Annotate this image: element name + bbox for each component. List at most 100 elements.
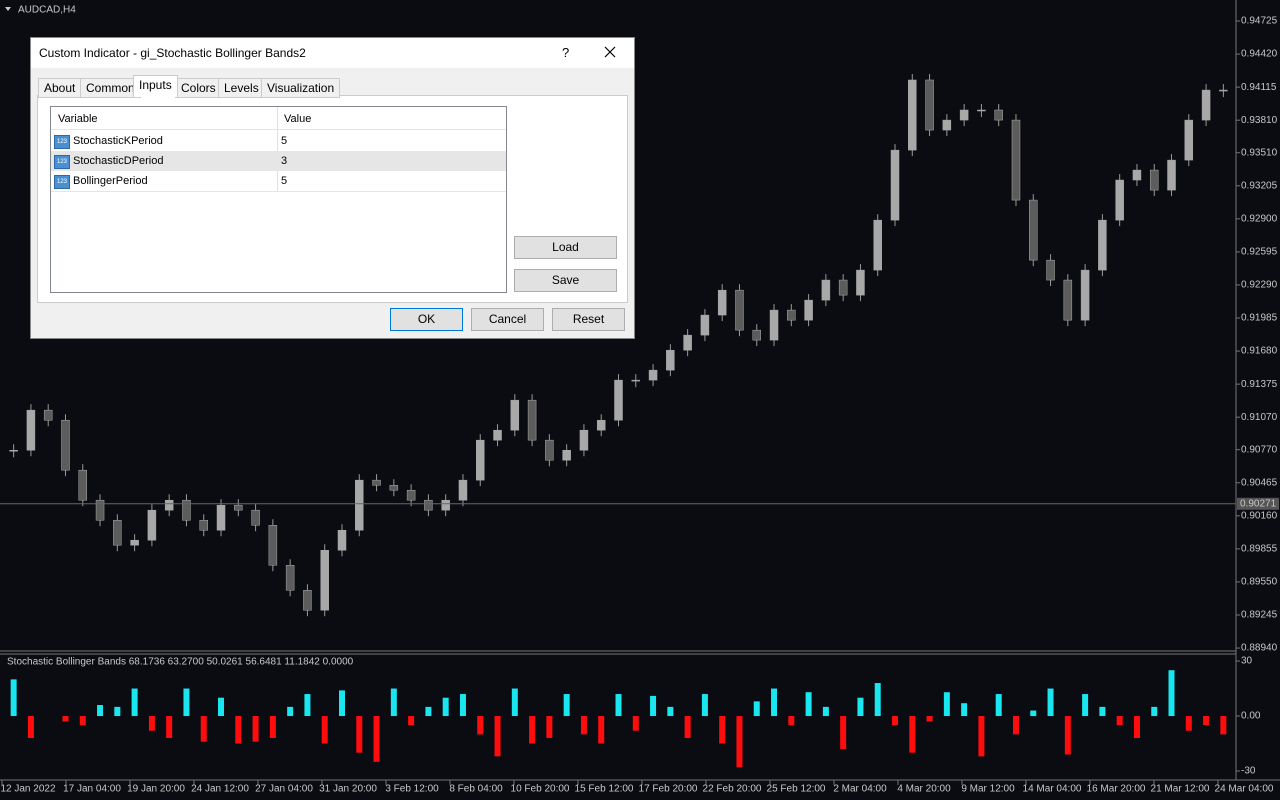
candle	[1029, 199, 1038, 261]
tab[interactable]: Levels	[218, 78, 265, 98]
y-tick-label: 0.89550	[1241, 577, 1278, 588]
y-tick-label: 30	[1241, 656, 1253, 667]
y-tick-label: 0.93810	[1241, 115, 1278, 126]
x-tick-label: 24 Mar 04:00	[1215, 784, 1274, 795]
candle	[700, 314, 710, 336]
histogram-bar	[857, 697, 864, 717]
candle	[1219, 89, 1228, 92]
histogram-bar	[874, 683, 881, 717]
candle	[1063, 279, 1073, 321]
x-tick-label: 27 Jan 04:00	[255, 784, 313, 795]
histogram-bar	[459, 694, 466, 717]
value-cell[interactable]: 5	[281, 135, 288, 147]
candle	[545, 439, 554, 461]
y-tick-label: 0.88940	[1241, 643, 1278, 654]
candle	[147, 509, 157, 541]
histogram-bar	[200, 716, 207, 742]
histogram-bar	[1099, 706, 1106, 717]
histogram-bar	[356, 716, 363, 753]
histogram-bar	[183, 688, 190, 717]
candle	[113, 520, 122, 546]
histogram-bar	[1185, 716, 1192, 731]
value-cell[interactable]: 3	[281, 155, 288, 167]
histogram-bar	[27, 716, 34, 739]
close-button[interactable]	[604, 46, 616, 58]
tab-active[interactable]: Inputs	[133, 75, 178, 97]
candle	[890, 149, 900, 221]
candle	[95, 499, 105, 521]
histogram-bar	[252, 716, 259, 742]
histogram-bar	[615, 694, 622, 717]
y-tick-label: 0.92290	[1241, 280, 1278, 291]
histogram-bar	[131, 688, 138, 717]
histogram-bar	[321, 716, 328, 744]
candle	[9, 449, 18, 452]
candle	[1201, 89, 1211, 121]
cancel-button[interactable]: Cancel	[471, 308, 544, 331]
histogram-bar	[701, 694, 708, 717]
candle	[735, 289, 744, 331]
candle	[441, 499, 450, 511]
symbol-arrow	[5, 7, 11, 11]
reset-button[interactable]: Reset	[552, 308, 625, 331]
candle	[216, 504, 226, 531]
int-icon: 123	[54, 155, 70, 169]
value-cell[interactable]: 5	[281, 175, 288, 187]
y-tick-label: 0.91070	[1241, 412, 1278, 423]
histogram-bar	[442, 697, 449, 717]
x-tick-label: 17 Jan 04:00	[63, 784, 121, 795]
y-tick-label: 0.90770	[1241, 444, 1278, 455]
histogram-bar	[10, 679, 17, 717]
histogram-bar	[736, 716, 743, 768]
candle	[1132, 169, 1142, 181]
tab[interactable]: Colors	[175, 78, 222, 98]
y-tick-label: 0.90465	[1241, 477, 1278, 488]
candle	[666, 349, 675, 371]
ok-button[interactable]: OK	[390, 308, 463, 331]
candle	[1149, 169, 1159, 191]
candle	[942, 119, 952, 131]
candle	[303, 590, 312, 611]
tab[interactable]: Visualization	[261, 78, 341, 98]
candle	[285, 564, 295, 591]
indicator-title: Stochastic Bollinger Bands 68.1736 63.27…	[7, 657, 354, 668]
candle	[1080, 269, 1090, 321]
column-divider	[277, 107, 278, 192]
y-tick-label: 0.90160	[1241, 510, 1278, 521]
histogram-bar	[1047, 688, 1054, 717]
candle	[804, 299, 813, 321]
y-tick-label: 0.89855	[1241, 544, 1278, 555]
y-tick-label: 0.89245	[1241, 610, 1278, 621]
candle	[372, 479, 381, 486]
histogram-bar	[425, 706, 432, 717]
int-icon: 123	[54, 175, 70, 189]
x-tick-label: 15 Feb 12:00	[575, 784, 634, 795]
tab[interactable]: About	[38, 78, 82, 98]
candle	[320, 550, 329, 611]
candle	[614, 379, 623, 421]
candle	[959, 109, 969, 121]
histogram-bar	[840, 716, 847, 750]
help-button[interactable]: ?	[562, 45, 570, 60]
candle	[596, 419, 606, 431]
variable-cell[interactable]: BollingerPeriod	[73, 175, 148, 187]
histogram-bar	[805, 692, 812, 717]
candle	[424, 499, 433, 511]
histogram-bar	[667, 706, 674, 717]
histogram-bar	[97, 705, 104, 717]
variable-cell[interactable]: StochasticKPeriod	[73, 135, 163, 147]
x-tick-label: 17 Feb 20:00	[639, 784, 698, 795]
tab[interactable]: Common	[80, 78, 141, 98]
load-button[interactable]: Load	[514, 236, 617, 259]
candle	[925, 79, 934, 131]
candle	[787, 309, 796, 321]
save-button[interactable]: Save	[514, 269, 617, 292]
histogram-bar	[338, 690, 345, 717]
variable-cell[interactable]: StochasticDPeriod	[73, 155, 164, 167]
header-cell: Value	[284, 113, 312, 125]
histogram-bar	[477, 716, 484, 735]
candle	[199, 520, 208, 531]
tab-pane: Variable Value 123 StochasticKPeriod 5 1…	[37, 95, 628, 303]
x-tick-label: 3 Feb 12:00	[385, 784, 439, 795]
